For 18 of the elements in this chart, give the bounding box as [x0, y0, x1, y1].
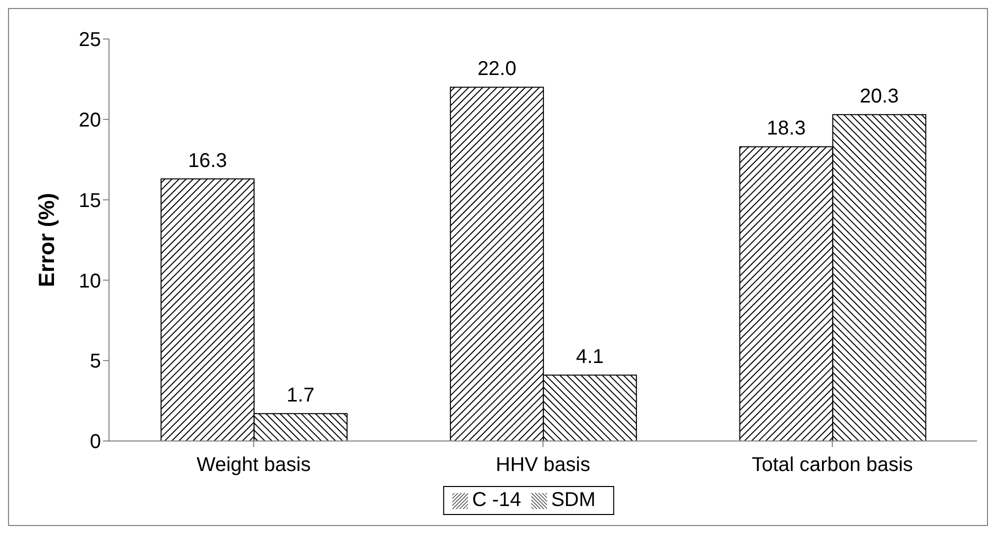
data-label: 4.1 — [576, 346, 604, 368]
data-label: 18.3 — [766, 118, 806, 140]
x-tick-label: HHV basis — [496, 454, 590, 476]
y-tick-label: 10 — [78, 270, 101, 292]
y-tick-label: 20 — [78, 110, 101, 132]
legend-label: C -14 — [472, 489, 522, 511]
y-tick-label: 15 — [78, 190, 101, 212]
data-label: 1.7 — [286, 384, 314, 407]
y-tick-label: 0 — [90, 431, 101, 454]
x-tick-label: Total carbon basis — [752, 454, 913, 476]
y-tick-label: 25 — [78, 29, 101, 52]
x-tick-label: Weight basis — [196, 454, 311, 476]
y-tick-label: 5 — [90, 350, 101, 373]
legend-label: SDM — [551, 489, 596, 511]
data-label: 16.3 — [188, 150, 228, 172]
data-label: 22.0 — [477, 58, 516, 80]
y-axis-title: Error (%) — [34, 192, 59, 288]
data-label: 20.3 — [860, 86, 899, 108]
